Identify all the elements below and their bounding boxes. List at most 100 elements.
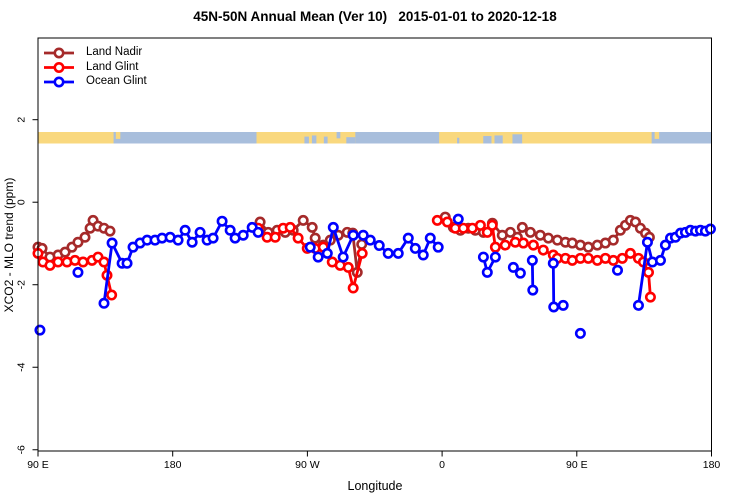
data-point bbox=[452, 213, 464, 225]
data-point bbox=[207, 232, 219, 244]
x-tick-label: 90 E bbox=[27, 459, 49, 471]
data-point bbox=[607, 254, 619, 266]
data-point bbox=[337, 251, 349, 263]
plot-border bbox=[37, 37, 712, 452]
data-point bbox=[306, 221, 318, 233]
data-point bbox=[98, 256, 110, 268]
map-land bbox=[115, 132, 121, 139]
data-point bbox=[417, 249, 429, 261]
legend-marker-0 bbox=[53, 47, 65, 59]
data-point bbox=[402, 232, 414, 244]
data-point bbox=[424, 232, 436, 244]
data-point bbox=[59, 246, 71, 258]
data-point bbox=[224, 224, 236, 236]
data-point bbox=[216, 215, 228, 227]
data-point bbox=[382, 247, 394, 259]
data-point bbox=[252, 226, 264, 238]
data-point bbox=[582, 252, 594, 264]
data-point bbox=[284, 221, 296, 233]
data-point bbox=[357, 229, 369, 241]
data-point bbox=[574, 327, 586, 339]
data-point bbox=[486, 219, 498, 231]
data-point bbox=[489, 241, 501, 253]
map-water bbox=[323, 136, 328, 144]
data-point bbox=[312, 251, 324, 263]
data-point bbox=[481, 226, 493, 238]
data-point bbox=[364, 234, 376, 246]
data-point bbox=[507, 261, 519, 273]
data-point bbox=[72, 266, 84, 278]
data-point bbox=[392, 247, 404, 259]
data-point bbox=[704, 223, 716, 235]
data-point bbox=[409, 242, 421, 254]
x-tick-label: 180 bbox=[164, 459, 182, 471]
legend-markers bbox=[44, 47, 74, 88]
data-point bbox=[297, 214, 309, 226]
data-point bbox=[106, 289, 118, 301]
map-water bbox=[336, 132, 341, 139]
legend-item-land-nadir-label: Land Nadir bbox=[86, 46, 143, 58]
data-point bbox=[527, 284, 539, 296]
data-point bbox=[632, 299, 644, 311]
data-point bbox=[542, 232, 554, 244]
data-point bbox=[52, 256, 64, 268]
data-point bbox=[327, 221, 339, 233]
data-point bbox=[121, 257, 133, 269]
y-tick-label: -2 bbox=[16, 280, 28, 289]
data-point bbox=[504, 226, 516, 238]
data-point bbox=[548, 301, 560, 313]
x-tick-label: 90 W bbox=[295, 459, 320, 471]
map-land bbox=[654, 132, 660, 139]
data-point bbox=[172, 234, 184, 246]
data-point bbox=[77, 256, 89, 268]
data-point bbox=[499, 239, 511, 251]
data-point bbox=[607, 234, 619, 246]
legend-marker-2 bbox=[53, 76, 65, 88]
data-point bbox=[432, 241, 444, 253]
data-point bbox=[641, 236, 653, 248]
y-tick-label: -6 bbox=[16, 445, 28, 454]
x-axis-title: Longitude bbox=[347, 479, 403, 493]
legend-item-land-glint-label: Land Glint bbox=[86, 60, 139, 73]
series-land-glint bbox=[32, 214, 656, 303]
y-tick-label: 0 bbox=[16, 199, 28, 205]
map-water bbox=[483, 136, 492, 144]
data-point bbox=[526, 254, 538, 266]
y-axis: 2 0 -2 -4 -6 bbox=[16, 117, 38, 454]
data-point bbox=[514, 267, 526, 279]
data-point bbox=[179, 224, 191, 236]
data-point bbox=[72, 236, 84, 248]
data-point bbox=[441, 216, 453, 228]
legend-item-ocean-glint-label: Ocean Glint bbox=[86, 75, 147, 87]
data-point bbox=[537, 244, 549, 256]
data-point bbox=[347, 229, 359, 241]
data-point bbox=[516, 221, 528, 233]
data-point bbox=[342, 261, 354, 273]
x-tick-label: 90 E bbox=[566, 459, 588, 471]
map-water bbox=[494, 135, 503, 144]
data-point bbox=[309, 232, 321, 244]
map-water bbox=[346, 137, 356, 144]
data-point bbox=[194, 226, 206, 238]
data-point bbox=[612, 264, 624, 276]
data-point bbox=[104, 225, 116, 237]
data-point bbox=[642, 266, 654, 278]
map-land bbox=[439, 132, 652, 144]
map-water bbox=[311, 135, 317, 144]
map-ocean bbox=[38, 132, 712, 144]
data-point bbox=[34, 324, 46, 336]
y-tick-label: -4 bbox=[16, 362, 28, 371]
data-point bbox=[582, 241, 594, 253]
data-point bbox=[524, 226, 536, 238]
data-point bbox=[431, 214, 443, 226]
data-point bbox=[347, 282, 359, 294]
data-point bbox=[489, 251, 501, 263]
data-point bbox=[517, 237, 529, 249]
legend-marker-1 bbox=[53, 61, 65, 73]
map-land bbox=[38, 132, 114, 144]
data-point bbox=[292, 232, 304, 244]
data-point bbox=[237, 229, 249, 241]
y-axis-title: XCO2 - MLO trend (ppm) bbox=[2, 177, 16, 313]
data-point bbox=[654, 254, 666, 266]
